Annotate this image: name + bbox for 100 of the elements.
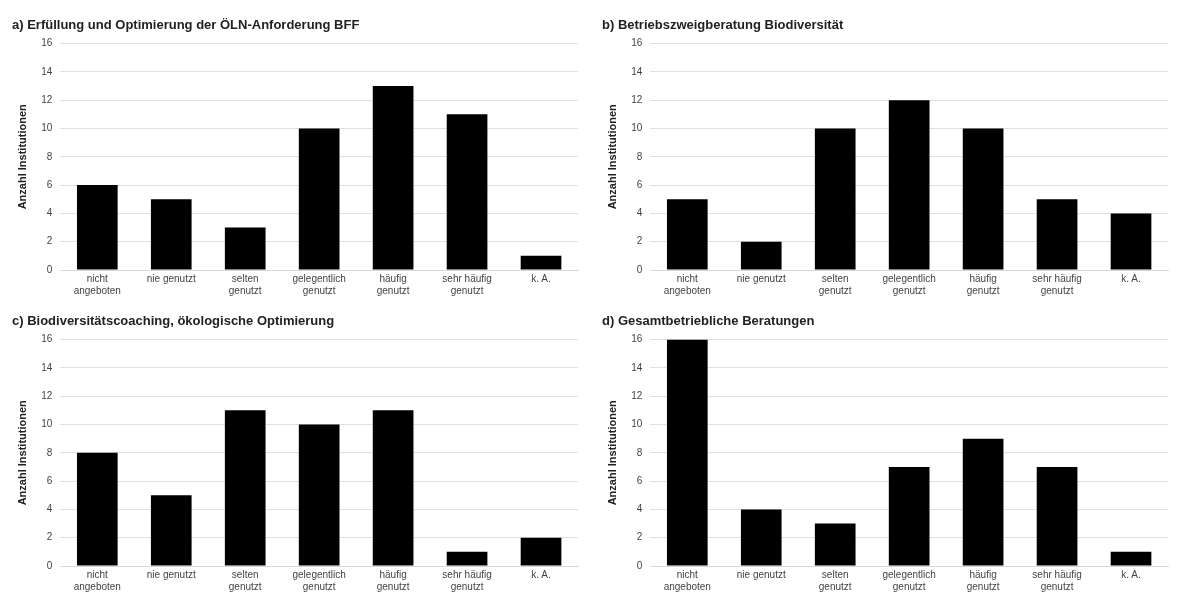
- y-tick-label: 14: [631, 361, 643, 373]
- y-tick-label: 16: [631, 333, 643, 345]
- y-tick-label: 10: [631, 122, 643, 134]
- y-tick-label: 8: [46, 150, 53, 162]
- bar: [372, 410, 414, 566]
- bar: [962, 128, 1004, 270]
- bar: [740, 241, 782, 270]
- y-tick-label: 12: [631, 389, 643, 401]
- y-tick-label: 14: [631, 65, 643, 77]
- y-tick-label: 6: [46, 474, 53, 486]
- y-tick-label: 14: [41, 361, 53, 373]
- x-tick-label: k. A.: [531, 568, 551, 580]
- bar: [962, 438, 1004, 566]
- bar: [224, 227, 266, 270]
- bar: [740, 509, 782, 566]
- x-tick-label: nie genutzt: [146, 568, 196, 580]
- x-tick-label: sehr häufig genutzt: [442, 568, 492, 592]
- bar: [298, 128, 340, 270]
- y-tick-label: 10: [41, 418, 53, 430]
- x-tick-label: häufig genutzt: [376, 568, 410, 592]
- y-axis-title: Anzahl Institutionen: [605, 103, 618, 210]
- bar: [1110, 213, 1152, 270]
- y-tick-label: 16: [41, 333, 53, 345]
- y-tick-label: 8: [636, 150, 643, 162]
- y-tick-label: 0: [636, 263, 643, 275]
- x-tick-label: selten genutzt: [228, 272, 262, 296]
- x-tick-label: häufig genutzt: [376, 272, 410, 296]
- bar: [520, 537, 562, 566]
- x-tick-label: k. A.: [531, 272, 551, 284]
- x-tick-label: sehr häufig genutzt: [1032, 568, 1082, 592]
- y-tick-label: 6: [636, 178, 643, 190]
- bar: [76, 452, 118, 566]
- x-tick-label: sehr häufig genutzt: [1032, 272, 1082, 296]
- bar: [1036, 466, 1078, 566]
- y-tick-label: 4: [636, 503, 643, 515]
- y-axis-title: Anzahl Institutionen: [15, 399, 28, 506]
- bar: [520, 255, 562, 270]
- bar: [666, 199, 708, 270]
- y-tick-label: 6: [636, 474, 643, 486]
- y-tick-label: 4: [46, 503, 53, 515]
- x-tick-label: nie genutzt: [736, 272, 786, 284]
- x-tick-label: k. A.: [1121, 272, 1141, 284]
- bar: [888, 466, 930, 566]
- y-tick-label: 2: [46, 235, 53, 247]
- x-tick-label: nicht angeboten: [73, 272, 121, 296]
- x-tick-label: gelegentlich genutzt: [882, 568, 936, 592]
- x-tick-label: häufig genutzt: [966, 568, 1000, 592]
- bar: [224, 410, 266, 566]
- chart-title: a) Erfüllung und Optimierung der ÖLN-Anforderung BFF: [12, 17, 360, 33]
- bar: [1036, 199, 1078, 270]
- x-tick-label: selten genutzt: [818, 568, 852, 592]
- y-tick-label: 8: [636, 446, 643, 458]
- y-tick-label: 2: [46, 531, 53, 543]
- y-tick-label: 4: [636, 207, 643, 219]
- y-tick-label: 10: [631, 418, 643, 430]
- bar: [150, 199, 192, 270]
- y-axis-title: Anzahl Institutionen: [15, 103, 28, 210]
- bar: [446, 551, 488, 566]
- x-tick-label: selten genutzt: [228, 568, 262, 592]
- y-tick-label: 2: [636, 531, 643, 543]
- y-tick-label: 0: [46, 559, 53, 571]
- bar: [666, 339, 708, 566]
- x-tick-label: selten genutzt: [818, 272, 852, 296]
- y-tick-label: 0: [636, 559, 643, 571]
- x-tick-label: nie genutzt: [146, 272, 196, 284]
- y-tick-label: 2: [636, 235, 643, 247]
- y-axis-title: Anzahl Institutionen: [605, 399, 618, 506]
- y-tick-label: 6: [46, 178, 53, 190]
- y-tick-label: 4: [46, 207, 53, 219]
- x-tick-label: nie genutzt: [736, 568, 786, 580]
- y-tick-label: 16: [631, 37, 643, 49]
- x-tick-label: häufig genutzt: [966, 272, 1000, 296]
- y-tick-label: 14: [41, 65, 53, 77]
- y-tick-label: 0: [46, 263, 53, 275]
- bar: [814, 523, 856, 566]
- chart-title: c) Biodiversitätscoaching, ökologische Optimierung: [12, 313, 335, 329]
- bar: [298, 424, 340, 566]
- x-tick-label: k. A.: [1121, 568, 1141, 580]
- bar: [1110, 551, 1152, 566]
- bar: [446, 114, 488, 270]
- x-tick-label: sehr häufig genutzt: [442, 272, 492, 296]
- x-tick-label: gelegentlich genutzt: [882, 272, 936, 296]
- y-tick-label: 8: [46, 446, 53, 458]
- x-tick-label: nicht angeboten: [663, 568, 711, 592]
- bar: [372, 86, 414, 270]
- x-tick-label: gelegentlich genutzt: [292, 272, 346, 296]
- x-tick-label: nicht angeboten: [663, 272, 711, 296]
- chart-title: b) Betriebszweigberatung Biodiversität: [602, 17, 844, 33]
- bar: [888, 100, 930, 270]
- chart-title: d) Gesamtbetriebliche Beratungen: [602, 313, 815, 329]
- x-tick-label: gelegentlich genutzt: [292, 568, 346, 592]
- y-tick-label: 10: [41, 122, 53, 134]
- x-tick-label: nicht angeboten: [73, 568, 121, 592]
- y-tick-label: 12: [41, 389, 53, 401]
- y-tick-label: 16: [41, 37, 53, 49]
- y-tick-label: 12: [41, 93, 53, 105]
- bar: [150, 495, 192, 566]
- y-tick-label: 12: [631, 93, 643, 105]
- bar: [814, 128, 856, 270]
- bar: [76, 185, 118, 270]
